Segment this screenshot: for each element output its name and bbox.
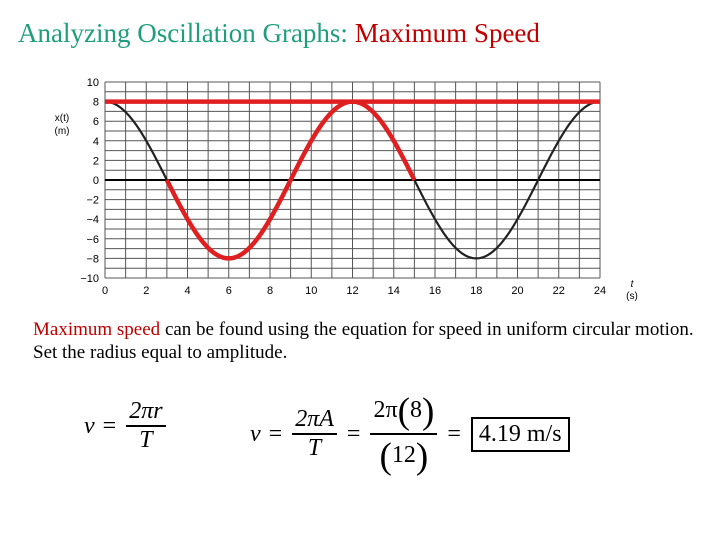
equation-2: v = 2πA T = 2π(8) (12) = 4.19 m/s	[246, 390, 570, 478]
eq2-lhs: v	[250, 420, 261, 447]
x-tick-label: 0	[102, 285, 108, 297]
eq1-denominator: T	[139, 427, 153, 453]
y-tick-label: 0	[93, 175, 99, 187]
body-text: Maximum speed can be found using the equ…	[33, 318, 703, 364]
x-tick-label: 12	[346, 285, 358, 297]
eq2-amplitude-value: 8	[409, 397, 422, 424]
x-tick-label: 18	[470, 285, 482, 297]
eq2-equals-2: =	[346, 420, 361, 447]
eq1-numerator: 2πr	[126, 398, 166, 427]
eq2-fraction-1: 2πA T	[292, 406, 337, 462]
oscillation-graph: 0 2 4 6 8 10 12 14 16 18 20 22 241086420−2−4−6−8−10 …	[55, 77, 638, 302]
x-tick-label: 24	[594, 285, 606, 297]
x-tick-label: 8	[267, 285, 273, 297]
y-tick-label: −10	[80, 273, 99, 285]
eq2-numerator-2: 2π(8)	[370, 390, 438, 435]
equation-1: v = 2πr T	[80, 398, 166, 454]
y-axis-unit: (m)	[55, 126, 70, 137]
eq2-fraction-2: 2π(8) (12)	[370, 390, 438, 478]
title-part-2: Maximum Speed	[354, 18, 540, 48]
eq2-numerator: 2πA	[292, 406, 337, 435]
body-rest: can be found using the equation for spee…	[33, 319, 694, 363]
eq1-lhs: v	[84, 412, 95, 439]
x-tick-label: 4	[184, 285, 190, 297]
y-axis-label: x(t)	[55, 113, 69, 124]
y-tick-label: −2	[86, 195, 99, 207]
x-axis-unit: (s)	[626, 291, 638, 302]
eq1-equals: =	[102, 412, 117, 439]
eq2-denominator-2: (12)	[379, 436, 429, 477]
y-tick-label: 10	[87, 77, 99, 89]
y-tick-label: 2	[93, 155, 99, 167]
grid	[104, 81, 601, 279]
title-part-1: Analyzing Oscillation Graphs:	[18, 18, 348, 48]
eq2-equals: =	[268, 420, 283, 447]
highlighted-cycle	[164, 99, 417, 261]
eq2-equals-3: =	[447, 420, 461, 447]
x-tick-label: 2	[143, 285, 149, 297]
y-tick-label: −4	[86, 214, 99, 226]
y-tick-label: 8	[93, 97, 99, 109]
eq2-denominator: T	[307, 435, 322, 461]
x-tick-label: 14	[388, 285, 400, 297]
x-tick-label: 20	[511, 285, 523, 297]
x-tick-label: 6	[226, 285, 232, 297]
y-tick-label: −6	[86, 234, 99, 246]
eq1-fraction: 2πr T	[126, 398, 166, 454]
highlight-text: Maximum speed	[33, 319, 161, 340]
plot-series	[104, 99, 601, 261]
x-tick-label: 22	[553, 285, 565, 297]
eq2-coef: 2π	[373, 397, 398, 424]
y-tick-label: −8	[86, 253, 99, 265]
result-box: 4.19 m/s	[470, 416, 570, 452]
slide-title: Analyzing Oscillation Graphs: Maximum Sp…	[18, 18, 540, 49]
eq2-period-value: 12	[391, 442, 416, 469]
x-tick-label: 10	[305, 285, 317, 297]
y-tick-label: 6	[93, 116, 99, 128]
axis-labels: x(t) (m) t(s)	[55, 113, 638, 302]
x-axis-label: t	[631, 279, 635, 290]
y-tick-label: 4	[93, 136, 99, 148]
x-tick-label: 16	[429, 285, 441, 297]
